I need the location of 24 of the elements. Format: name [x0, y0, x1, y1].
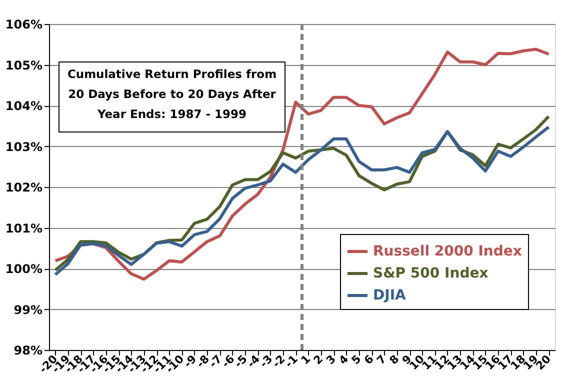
x-tick-label: -6 — [219, 352, 238, 370]
x-tick-label: 2 — [311, 352, 326, 368]
x-tick-label: 7 — [374, 352, 389, 368]
text: Cumulative Return Profiles from 20 Days Before to 20 Days After Year Ends: 1987 - 1999 — [67, 67, 277, 121]
y-tick-label: 102% — [5, 180, 42, 194]
y-tick-label: 101% — [5, 221, 42, 236]
x-tick-label: 3 — [324, 352, 338, 368]
y-tick-label: 105% — [5, 58, 42, 72]
y-tick-label: 106% — [5, 18, 42, 32]
y-tick-label: 99% — [14, 302, 42, 317]
legend-label: DJIA — [373, 288, 406, 304]
x-tick-label: 6 — [362, 352, 377, 368]
y-tick-label: 103% — [5, 140, 42, 154]
legend-label: S&P 500 Index — [373, 266, 488, 282]
y-tick-label: 100% — [5, 262, 42, 276]
x-tick-label: 5 — [349, 352, 364, 368]
legend-label: Russell 2000 Index — [373, 244, 522, 260]
x-tick-label: -8 — [194, 352, 212, 370]
x-tick-label: 8 — [387, 352, 402, 368]
x-tick-label: 4 — [336, 352, 352, 368]
x-tick-label: -4 — [244, 352, 263, 370]
y-tick-label: 104% — [5, 99, 42, 113]
y-tick-label: 98% — [14, 344, 42, 358]
x-tick-label: 1 — [298, 352, 314, 368]
